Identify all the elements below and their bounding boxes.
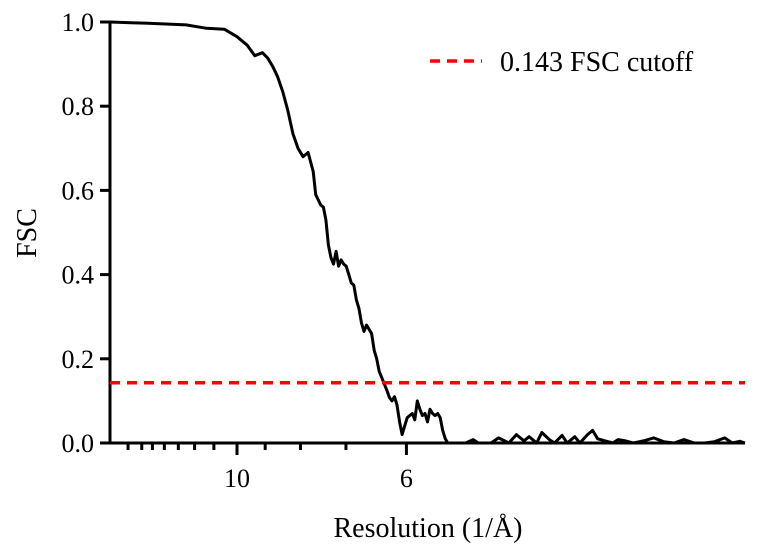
y-ticks: 0.0 0.2 0.4 0.6 0.8 1.0 — [62, 8, 110, 458]
x-major-ticks: 10 6 — [224, 443, 413, 493]
x-axis-title: Resolution (1/Å) — [334, 513, 523, 544]
x-tick-label: 6 — [400, 464, 413, 493]
legend: 0.143 FSC cutoff — [430, 47, 694, 78]
series-layer — [109, 20, 746, 445]
y-tick-label: 0.0 — [62, 429, 95, 458]
y-tick-label: 0.8 — [62, 92, 95, 121]
legend-label: 0.143 FSC cutoff — [500, 47, 694, 78]
x-tick-label: 10 — [224, 464, 250, 493]
y-tick-label: 0.2 — [62, 345, 95, 374]
fsc-curve — [109, 20, 746, 445]
y-axis-title: FSC — [12, 208, 43, 258]
y-tick-label: 0.4 — [62, 261, 95, 290]
y-tick-label: 0.6 — [62, 176, 95, 205]
y-tick-label: 1.0 — [62, 8, 95, 37]
